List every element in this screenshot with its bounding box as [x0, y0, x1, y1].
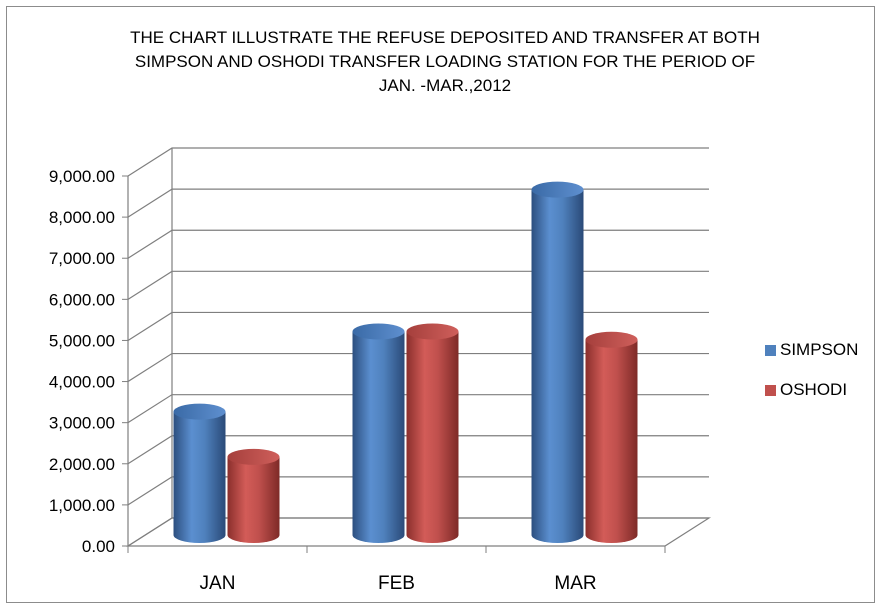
bar-oshodi-jan [227, 448, 280, 543]
legend-item-simpson: SIMPSON [765, 330, 858, 370]
bar-top [531, 181, 584, 198]
bar-body [227, 456, 280, 543]
bar-top [585, 331, 638, 348]
axis-labels: 0.00 1,000.00 2,000.00 3,000.00 4,000.00 5,00… [49, 167, 597, 594]
chart-title-line-2: SIMPSON AND OSHODI TRANSFER LOADING STAT… [134, 52, 756, 71]
y-tick-label: 6,000.00 [49, 290, 115, 309]
bar-oshodi-mar [585, 331, 638, 543]
y-tick-label: 0.00 [82, 537, 115, 556]
bar-body [585, 339, 638, 543]
y-tick-label: 2,000.00 [49, 455, 115, 474]
axes [122, 148, 712, 553]
y-tick-label: 8,000.00 [49, 208, 115, 227]
legend-label-simpson: SIMPSON [780, 340, 859, 359]
bar-simpson-jan [173, 403, 226, 543]
bar-simpson-feb [352, 323, 405, 543]
chart-title-line-1: THE CHART ILLUSTRATE THE REFUSE DEPOSITE… [130, 28, 760, 47]
bar-simpson-mar [531, 181, 584, 543]
y-tick-label: 5,000.00 [49, 331, 115, 350]
legend-swatch-oshodi [765, 384, 776, 396]
gridline [127, 270, 709, 300]
bar-body [406, 331, 459, 543]
x-tick-label: FEB [378, 573, 415, 594]
bar-body [173, 411, 226, 543]
bar-top [227, 448, 280, 465]
bar-body [531, 189, 584, 543]
y-tick-label: 9,000.00 [49, 167, 115, 186]
bars [173, 181, 638, 543]
bar-body [352, 331, 405, 543]
bar-top [173, 403, 226, 420]
legend: SIMPSON OSHODI [765, 330, 858, 410]
y-tick-label: 1,000.00 [49, 496, 115, 515]
legend-item-oshodi: OSHODI [765, 370, 858, 410]
bar-top [352, 323, 405, 340]
legend-swatch-simpson [765, 344, 776, 356]
bar-top [406, 323, 459, 340]
gridline [127, 229, 709, 259]
y-tick-label: 7,000.00 [49, 249, 115, 268]
legend-label-oshodi: OSHODI [780, 380, 848, 399]
chart-title-line-3: JAN. -MAR.,2012 [378, 76, 512, 95]
x-tick-label: MAR [554, 573, 596, 594]
y-tick-label: 4,000.00 [49, 373, 115, 392]
chart-title: THE CHART ILLUSTRATE THE REFUSE DEPOSITE… [100, 26, 790, 98]
x-tick-label: JAN [200, 573, 236, 594]
y-tick-label: 3,000.00 [49, 414, 115, 433]
gridline [127, 147, 709, 177]
bar-oshodi-feb [406, 323, 459, 543]
gridline [127, 188, 709, 218]
